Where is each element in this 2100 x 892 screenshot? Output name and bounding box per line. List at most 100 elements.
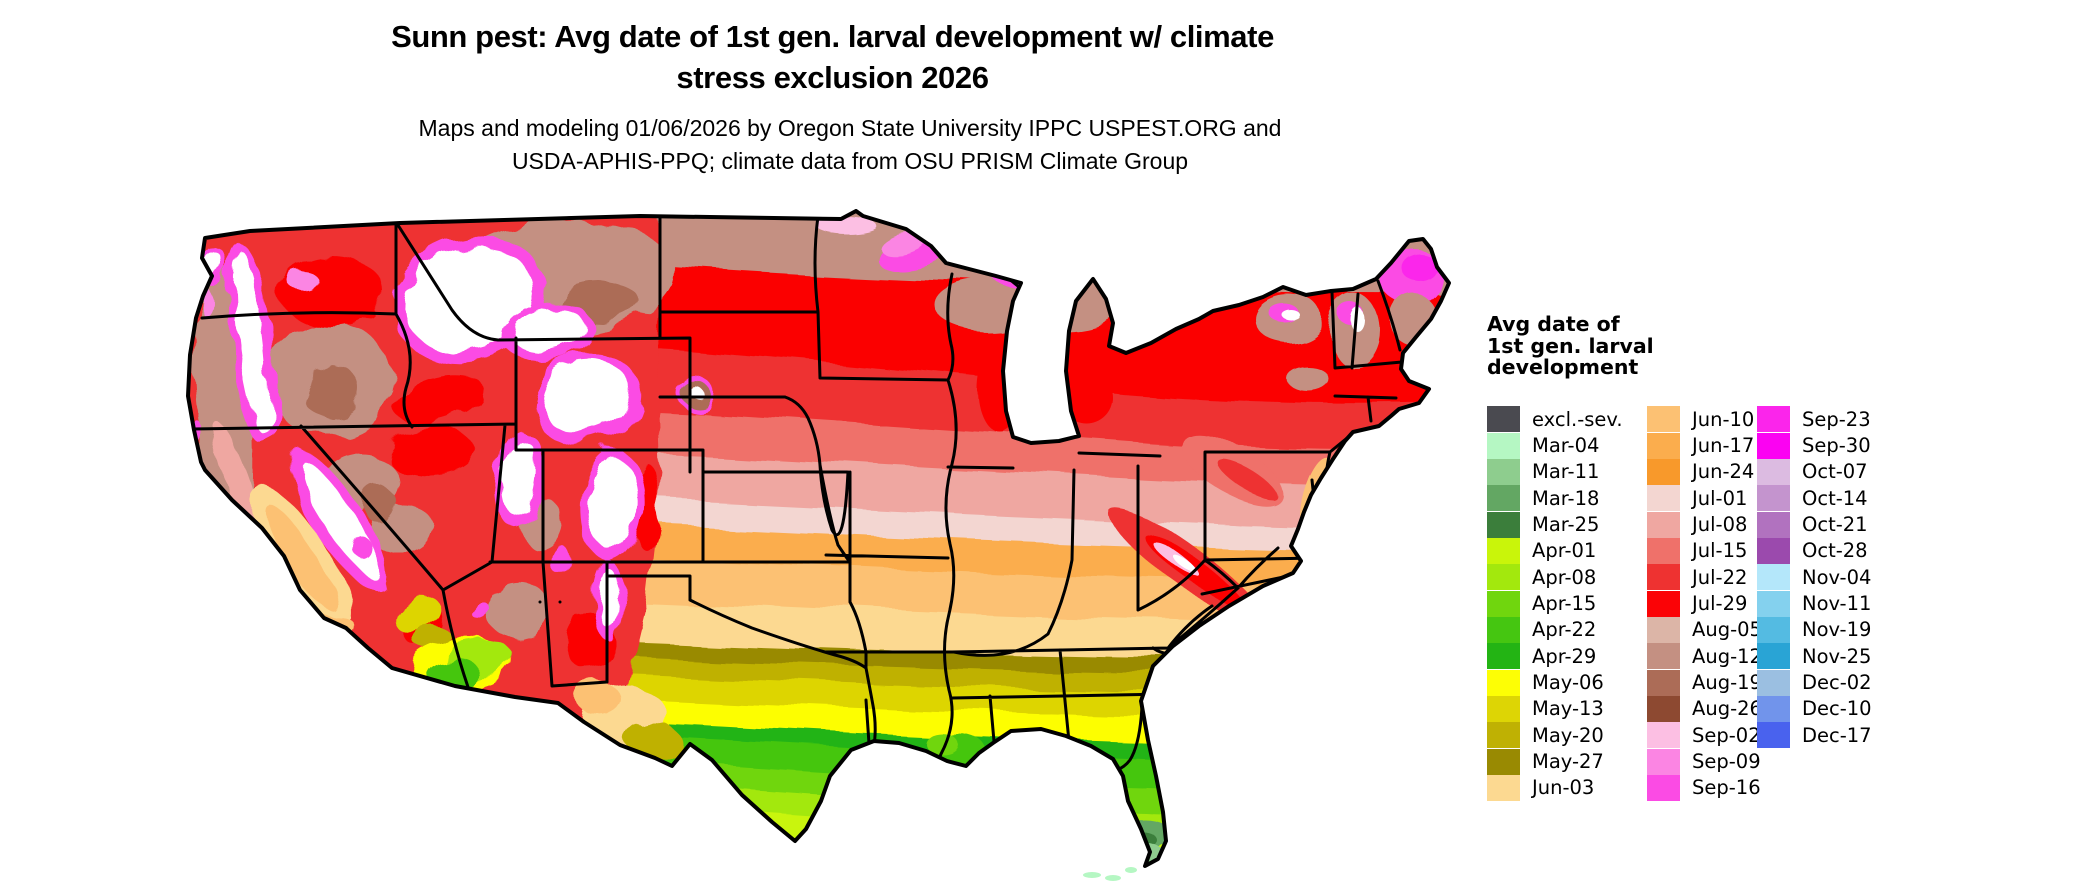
legend-label: Aug-19 xyxy=(1692,671,1762,695)
legend-swatch xyxy=(1757,485,1790,512)
legend-label: Apr-15 xyxy=(1532,592,1597,616)
legend-entry: May-20 xyxy=(1487,722,1623,749)
legend-swatch xyxy=(1647,722,1680,749)
legend-entry: Sep-02 xyxy=(1647,722,1762,749)
terrain-blob xyxy=(1283,311,1301,321)
terrain-blob xyxy=(1125,867,1137,873)
legend-title-line2: 1st gen. larval xyxy=(1487,333,1654,358)
terrain-blob xyxy=(384,428,476,476)
legend-label: Oct-14 xyxy=(1802,486,1868,510)
legend-label: Mar-04 xyxy=(1532,434,1600,458)
legend-column-2: Jun-10 Jun-17 Jun-24 Jul-01 Jul-08 Jul-15 Jul-… xyxy=(1647,406,1762,801)
legend-swatch xyxy=(1487,511,1520,538)
legend-label: Mar-11 xyxy=(1532,460,1600,484)
subtitle-line1: Maps and modeling 01/06/2026 by Oregon S… xyxy=(418,115,1282,141)
legend-label: Jul-01 xyxy=(1692,486,1748,510)
terrain-blob xyxy=(285,268,315,288)
terrain-blob xyxy=(405,248,535,352)
legend-swatch xyxy=(1487,695,1520,722)
legend-label: Aug-26 xyxy=(1692,697,1762,721)
legend-swatch xyxy=(1487,748,1520,775)
legend-entry: Jul-15 xyxy=(1647,537,1762,564)
legend-entry: Apr-15 xyxy=(1487,590,1623,617)
legend-label: Jun-10 xyxy=(1692,407,1755,431)
legend-entry: Jun-17 xyxy=(1647,432,1762,459)
legend-label: Dec-02 xyxy=(1802,671,1872,695)
legend-swatch xyxy=(1647,695,1680,722)
legend-swatch xyxy=(1757,564,1790,591)
terrain-blob xyxy=(629,724,681,760)
terrain-blob xyxy=(488,585,552,639)
legend-entry: Jun-03 xyxy=(1487,774,1623,801)
legend-label: excl.-sev. xyxy=(1532,407,1623,431)
terrain-blob xyxy=(214,423,262,537)
legend-entry: Aug-05 xyxy=(1647,616,1762,643)
legend-entry: Nov-25 xyxy=(1757,643,1872,670)
legend-entry: Apr-22 xyxy=(1487,616,1623,643)
legend-entry: May-27 xyxy=(1487,748,1623,775)
legend-swatch xyxy=(1647,406,1680,433)
legend-swatch xyxy=(1647,669,1680,696)
legend-label: Sep-09 xyxy=(1692,750,1761,774)
legend-entry: Nov-04 xyxy=(1757,564,1872,591)
legend-entry: Aug-12 xyxy=(1647,643,1762,670)
legend-label: Dec-17 xyxy=(1802,723,1872,747)
legend-label: Oct-07 xyxy=(1802,460,1868,484)
legend-entry: May-13 xyxy=(1487,695,1623,722)
legend-entry: May-06 xyxy=(1487,669,1623,696)
terrain-blob xyxy=(924,732,956,752)
legend-label: Apr-01 xyxy=(1532,539,1597,563)
legend-label: Jun-17 xyxy=(1692,434,1755,458)
terrain-blob xyxy=(978,348,1022,432)
terrain-blob xyxy=(589,457,635,549)
legend-swatch xyxy=(1647,564,1680,591)
legend-entry: Apr-29 xyxy=(1487,643,1623,670)
legend-swatch xyxy=(1757,432,1790,459)
legend-label: Sep-30 xyxy=(1802,434,1871,458)
terrain-blob xyxy=(351,534,369,556)
legend-swatch xyxy=(1757,590,1790,617)
legend-swatch xyxy=(1757,722,1790,749)
terrain-blob xyxy=(505,440,535,516)
terrain-blob xyxy=(1402,254,1438,282)
legend-swatch xyxy=(1757,458,1790,485)
legend-swatch xyxy=(1487,643,1520,670)
legend-title: Avg date of 1st gen. larval development xyxy=(1487,313,1654,379)
legend-entry: Jun-24 xyxy=(1647,458,1762,485)
legend-swatch xyxy=(1757,695,1790,722)
page-title-line2: stress exclusion 2026 xyxy=(676,60,989,95)
legend-label: Sep-02 xyxy=(1692,723,1761,747)
terrain-blob xyxy=(838,294,962,366)
legend-label: Apr-08 xyxy=(1532,565,1597,589)
legend-swatch xyxy=(1647,643,1680,670)
legend-entry: Oct-28 xyxy=(1757,537,1872,564)
legend-swatch xyxy=(1487,432,1520,459)
terrain-blob xyxy=(1105,875,1121,881)
legend-label: Nov-25 xyxy=(1802,644,1872,668)
legend-label: May-27 xyxy=(1532,750,1604,774)
legend-entry: Mar-18 xyxy=(1487,485,1623,512)
legend-column-1: excl.-sev. Mar-04 Mar-11 Mar-18 Mar-25 Apr-01… xyxy=(1487,406,1623,801)
legend-label: Apr-29 xyxy=(1532,644,1597,668)
legend-swatch xyxy=(1647,485,1680,512)
legend-entry: excl.-sev. xyxy=(1487,406,1623,433)
legend-entry: Apr-08 xyxy=(1487,564,1623,591)
terrain-blob xyxy=(1220,462,1280,502)
terrain-blob xyxy=(578,684,622,716)
legend-entry: Oct-07 xyxy=(1757,458,1872,485)
legend-swatch xyxy=(1647,432,1680,459)
legend-entry: Nov-19 xyxy=(1757,616,1872,643)
subtitle-block: Maps and modeling 01/06/2026 by Oregon S… xyxy=(0,112,1700,178)
legend-swatch xyxy=(1487,458,1520,485)
legend-swatch xyxy=(1757,669,1790,696)
legend-swatch xyxy=(1757,537,1790,564)
legend-entry: Dec-10 xyxy=(1757,695,1872,722)
legend-label: Jul-29 xyxy=(1692,592,1748,616)
legend-swatch xyxy=(1647,616,1680,643)
legend-entry: Mar-11 xyxy=(1487,458,1623,485)
legend-label: Jul-15 xyxy=(1692,539,1748,563)
legend-entry: Mar-04 xyxy=(1487,432,1623,459)
legend-entry: Mar-25 xyxy=(1487,511,1623,538)
terrain-blob xyxy=(938,282,1042,334)
